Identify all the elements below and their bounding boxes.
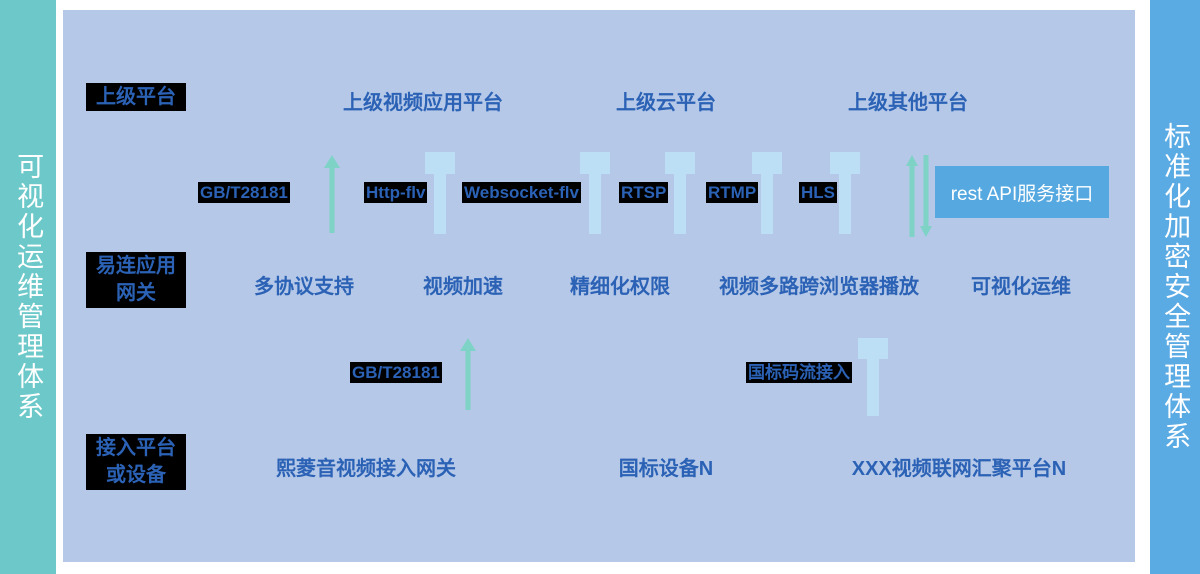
rest-api-service-box[interactable]: rest API服务接口 [935, 166, 1109, 218]
protocol-hls: HLS [799, 182, 837, 203]
arrow-up-national-stream-access [858, 338, 888, 416]
access-node-national-device: 国标设备N [618, 458, 714, 480]
upper-platform-other: 上级其他平台 [848, 92, 968, 114]
arrow-up-gbt28181-upper [322, 155, 342, 233]
row-label-access: 接入平台 或设备 [86, 434, 186, 490]
right-sidebar-security-management: 标准化加密安全管理体系 [1150, 0, 1200, 574]
arrow-up-websocket-flv [580, 152, 610, 234]
protocol-http-flv: Http-flv [364, 182, 428, 203]
left-sidebar-label: 可视化运维管理体系 [13, 152, 44, 422]
gateway-feature-multi-protocol: 多协议支持 [254, 276, 354, 298]
right-sidebar-label: 标准化加密安全管理体系 [1160, 122, 1191, 452]
arrow-up-gbt28181-lower [458, 338, 478, 410]
protocol-gbt28181-upper: GB/T28181 [198, 182, 290, 203]
gateway-feature-video-acceleration: 视频加速 [423, 276, 503, 298]
row-label-gateway: 易连应用 网关 [86, 252, 186, 308]
row-label-gateway-line2: 网关 [116, 282, 156, 304]
row-label-access-line2: 或设备 [106, 464, 166, 486]
arrow-up-rtmp [752, 152, 782, 234]
row-label-gateway-line1: 易连应用 [96, 255, 176, 277]
access-node-xiling-gateway: 熙菱音视频接入网关 [276, 458, 456, 480]
protocol-rtmp: RTMP [706, 182, 759, 203]
access-node-xxx-aggregation-platform: XXX视频联网汇聚平台N [851, 458, 1067, 480]
diagram-panel [63, 10, 1135, 562]
protocol-websocket-flv: Websocket-flv [462, 182, 581, 203]
upper-platform-video-app: 上级视频应用平台 [343, 92, 503, 114]
protocol-national-stream-access: 国标码流接入 [746, 362, 852, 383]
gateway-feature-fine-grained-permission: 精细化权限 [570, 276, 670, 298]
left-sidebar-visualized-ops: 可视化运维管理体系 [0, 0, 56, 574]
arrow-up-rtsp [665, 152, 695, 234]
gateway-feature-multi-channel-cross-browser: 视频多路跨浏览器播放 [719, 276, 919, 298]
row-label-upper-platform: 上级平台 [86, 83, 186, 111]
rest-api-label: rest API服务接口 [950, 183, 1094, 205]
gateway-feature-visualized-ops: 可视化运维 [971, 276, 1071, 298]
row-label-access-line1: 接入平台 [96, 437, 176, 459]
protocol-gbt28181-lower: GB/T28181 [350, 362, 442, 383]
arrow-up-hls [830, 152, 860, 234]
arrow-bidirectional-rest-api [905, 155, 933, 237]
arrow-up-http-flv [425, 152, 455, 234]
upper-platform-cloud: 上级云平台 [616, 92, 716, 114]
protocol-rtsp: RTSP [619, 182, 669, 203]
